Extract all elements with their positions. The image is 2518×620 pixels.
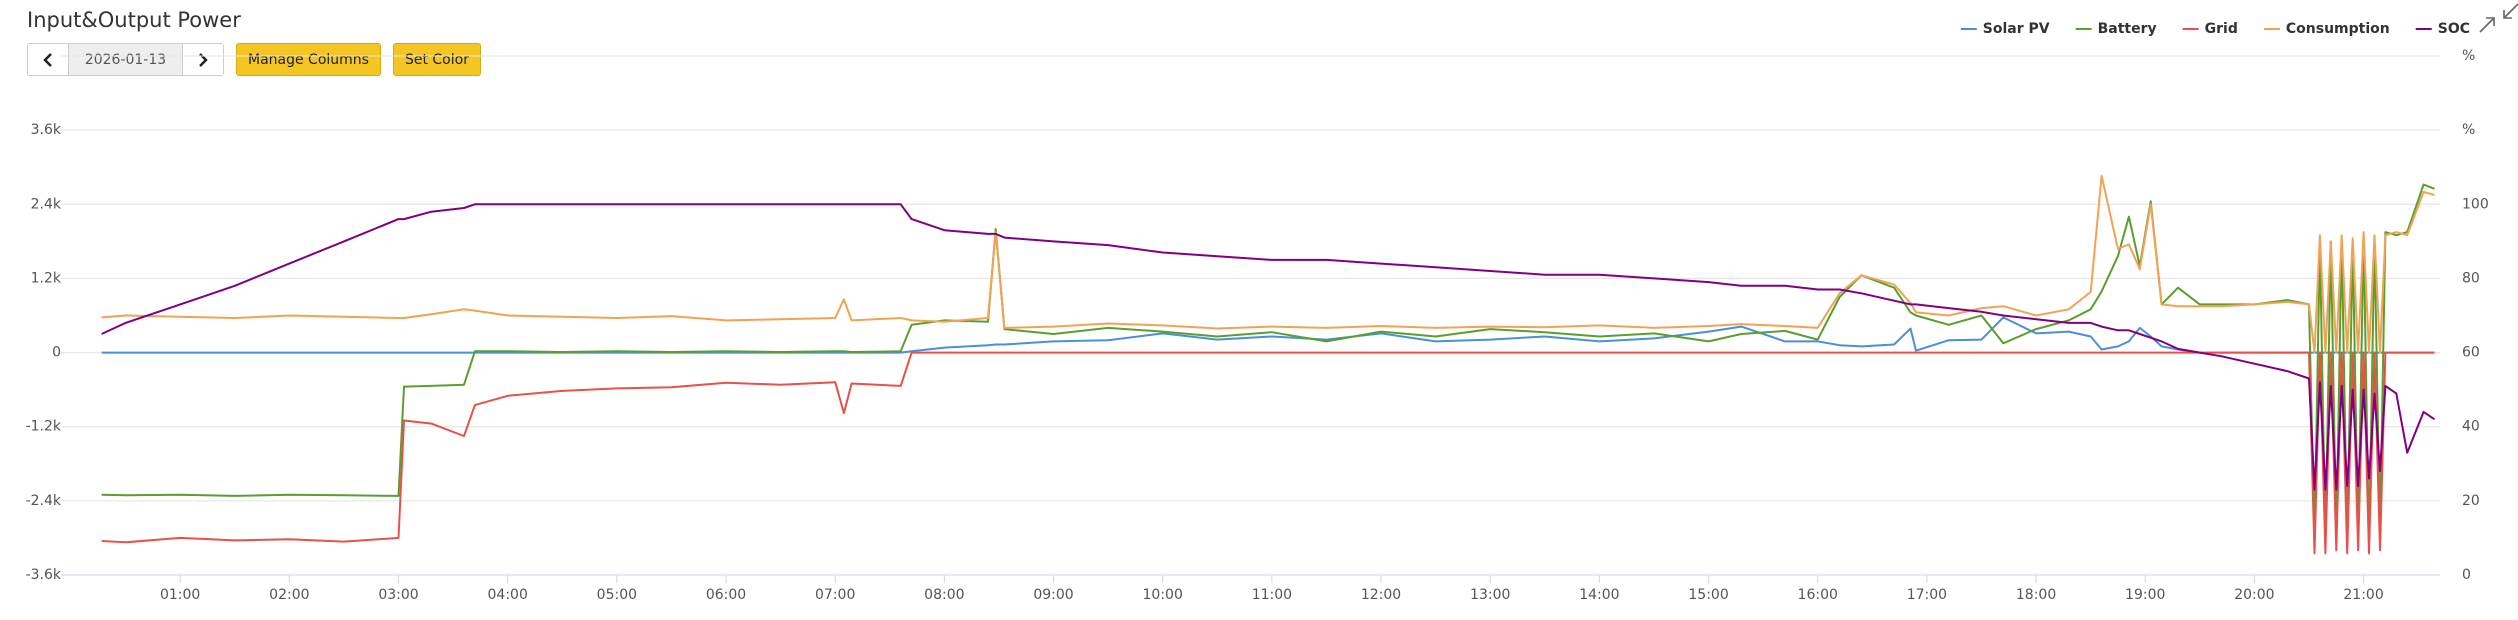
- y-tick-label: -2.4k: [26, 493, 62, 509]
- x-tick-label: 20:00: [2234, 587, 2274, 603]
- legend-label: Battery: [2098, 21, 2157, 37]
- manage-columns-button[interactable]: Manage Columns: [236, 43, 381, 76]
- toolbar: 2026-01-13 Manage Columns Set Color: [27, 43, 481, 76]
- x-tick-label: 13:00: [1470, 587, 1510, 603]
- next-day-button[interactable]: [183, 44, 223, 75]
- y2-tick-label: %: [2462, 122, 2475, 138]
- y-tick-label: 0: [52, 345, 61, 361]
- x-tick-label: 10:00: [1143, 587, 1183, 603]
- x-tick-label: 18:00: [2016, 587, 2056, 603]
- y-tick-label: 1.2k: [31, 270, 62, 286]
- y2-tick-label: 80: [2462, 270, 2480, 286]
- x-tick-label: 17:00: [1907, 587, 1947, 603]
- collapse-icon[interactable]: [2479, 3, 2518, 33]
- y-tick-label: -3.6k: [26, 567, 62, 583]
- x-tick-label: 09:00: [1033, 587, 1073, 603]
- chevron-right: [199, 52, 208, 67]
- x-tick-label: 16:00: [1798, 587, 1838, 603]
- x-tick-label: 21:00: [2343, 587, 2383, 603]
- set-color-button[interactable]: Set Color: [392, 43, 481, 76]
- x-tick-label: 02:00: [269, 587, 309, 603]
- prev-day-button[interactable]: [28, 44, 68, 75]
- legend: Solar PV Battery Grid Consumption SOC: [1960, 21, 2470, 37]
- y2-tick-label: %: [2462, 48, 2475, 64]
- y2-tick-label: 60: [2462, 345, 2480, 361]
- x-tick-label: 05:00: [597, 587, 637, 603]
- x-tick-label: 15:00: [1688, 587, 1728, 603]
- series-line: [101, 183, 2435, 546]
- legend-label: Grid: [2205, 21, 2238, 37]
- y-tick-label: 3.6k: [31, 122, 62, 138]
- y2-tick-label: 100: [2462, 196, 2489, 212]
- y2-tick-label: 40: [2462, 419, 2480, 435]
- chevron-left: [43, 52, 52, 67]
- x-tick-label: 11:00: [1252, 587, 1292, 603]
- x-tick-label: 03:00: [378, 587, 418, 603]
- x-tick-label: 06:00: [706, 587, 746, 603]
- legend-label: Solar PV: [1983, 21, 2050, 37]
- x-tick-label: 14:00: [1579, 587, 1619, 603]
- x-tick-label: 12:00: [1361, 587, 1401, 603]
- series-line: [101, 316, 2435, 354]
- y-tick-label: 2.4k: [31, 196, 62, 212]
- y2-tick-label: 0: [2462, 567, 2471, 583]
- date-picker: 2026-01-13: [27, 43, 224, 76]
- legend-label: SOC: [2438, 21, 2470, 37]
- series-line: [101, 351, 2435, 555]
- y2-tick-label: 20: [2462, 493, 2480, 509]
- x-tick-label: 07:00: [815, 587, 855, 603]
- legend-label: Consumption: [2286, 21, 2390, 37]
- x-tick-label: 01:00: [160, 587, 200, 603]
- x-tick-label: 04:00: [488, 587, 528, 603]
- page-title: Input&Output Power: [27, 8, 241, 32]
- x-tick-label: 08:00: [924, 587, 964, 603]
- series-line: [101, 203, 2436, 491]
- x-tick-label: 19:00: [2125, 587, 2165, 603]
- series-line: [101, 174, 2435, 354]
- date-field[interactable]: 2026-01-13: [68, 44, 183, 75]
- y-tick-label: -1.2k: [26, 419, 62, 435]
